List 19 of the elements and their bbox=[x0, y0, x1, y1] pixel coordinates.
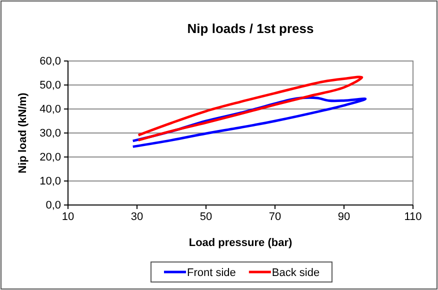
line-series bbox=[137, 76, 364, 142]
x-axis-title: Load pressure (bar) bbox=[188, 237, 292, 249]
x-tick-label: 10 bbox=[62, 210, 74, 223]
y-tick-label: 30,0 bbox=[40, 128, 61, 140]
x-tick-label: 30 bbox=[130, 210, 144, 223]
legend-label: Front side bbox=[187, 267, 236, 279]
chart-title: Nip loads / 1st press bbox=[187, 21, 314, 36]
y-tick-label: 40,0 bbox=[40, 104, 61, 116]
y-tick-label: 60,0 bbox=[40, 56, 61, 68]
x-tick-label: 110 bbox=[404, 210, 422, 223]
y-tick-label: 20,0 bbox=[40, 152, 61, 164]
x-tick-label: 50 bbox=[200, 210, 212, 223]
x-tick-label: 70 bbox=[268, 210, 282, 223]
x-tick-label: 90 bbox=[338, 210, 350, 223]
y-tick-label: 50,0 bbox=[40, 80, 61, 92]
y-axis-title: Nip load (kN/m) bbox=[17, 92, 29, 174]
y-tick-label: 0,0 bbox=[46, 200, 61, 212]
y-tick-label: 10,0 bbox=[40, 176, 61, 188]
legend-label: Back side bbox=[272, 267, 320, 279]
